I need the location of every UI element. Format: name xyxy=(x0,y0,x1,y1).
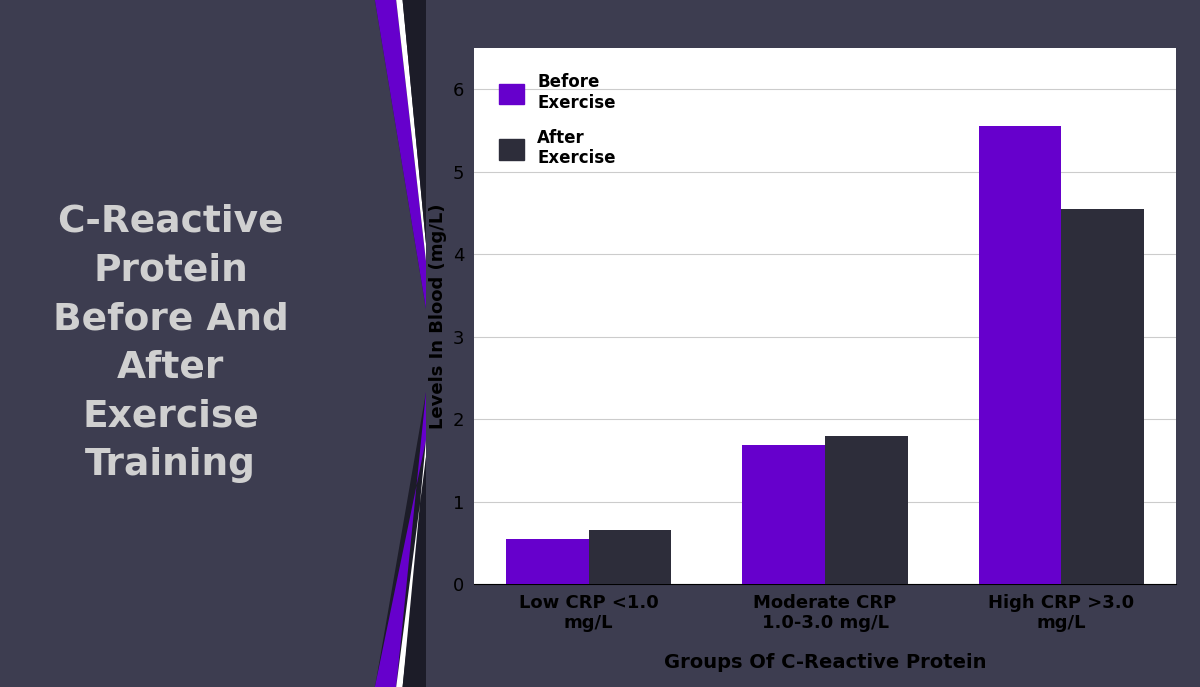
Polygon shape xyxy=(374,392,426,687)
Bar xyxy=(589,530,671,584)
Polygon shape xyxy=(402,457,426,687)
Polygon shape xyxy=(396,440,426,687)
Legend: Before
Exercise, After
Exercise: Before Exercise, After Exercise xyxy=(482,56,632,184)
X-axis label: Groups Of C-Reactive Protein: Groups Of C-Reactive Protein xyxy=(664,653,986,673)
Y-axis label: Levels In Blood (mg/L): Levels In Blood (mg/L) xyxy=(430,203,448,429)
Polygon shape xyxy=(374,392,426,687)
Bar xyxy=(979,126,1061,584)
Polygon shape xyxy=(402,0,426,244)
Bar xyxy=(1061,209,1144,584)
Polygon shape xyxy=(396,0,426,261)
Bar xyxy=(826,436,907,584)
Bar xyxy=(743,445,826,584)
Polygon shape xyxy=(298,0,426,309)
Text: C-Reactive
Protein
Before And
After
Exercise
Training: C-Reactive Protein Before And After Exer… xyxy=(53,204,288,483)
Bar xyxy=(506,539,589,584)
Polygon shape xyxy=(374,0,426,309)
